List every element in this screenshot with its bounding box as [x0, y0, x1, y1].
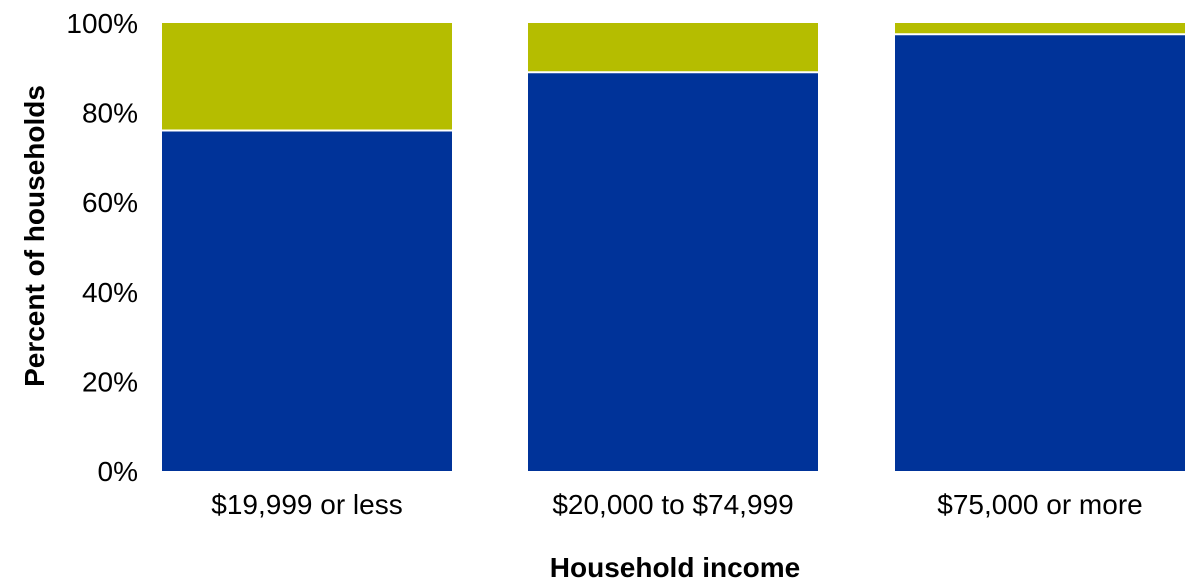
- x-tick-label: $20,000 to $74,999: [552, 489, 793, 520]
- bar-segment: [528, 72, 818, 471]
- bar-segment: [162, 23, 452, 131]
- y-axis-title: Percent of households: [19, 85, 50, 387]
- bar-segment: [895, 34, 1185, 471]
- y-axis-ticks: 0% 20% 40% 60% 80% 100%: [66, 8, 138, 487]
- x-tick-label: $19,999 or less: [211, 489, 402, 520]
- x-axis-ticks: $19,999 or less $20,000 to $74,999 $75,000…: [211, 489, 1142, 520]
- x-axis-title: Household income: [550, 552, 800, 582]
- y-tick-label: 60%: [82, 187, 138, 218]
- bar-segment: [895, 23, 1185, 35]
- bar-segment: [528, 23, 818, 73]
- y-tick-label: 100%: [66, 8, 138, 39]
- x-tick-label: $75,000 or more: [937, 489, 1142, 520]
- y-tick-label: 80%: [82, 98, 138, 129]
- bars: [162, 23, 1185, 471]
- y-tick-label: 20%: [82, 366, 138, 397]
- y-tick-label: 0%: [98, 456, 138, 487]
- y-tick-label: 40%: [82, 277, 138, 308]
- bar-segment: [162, 130, 452, 471]
